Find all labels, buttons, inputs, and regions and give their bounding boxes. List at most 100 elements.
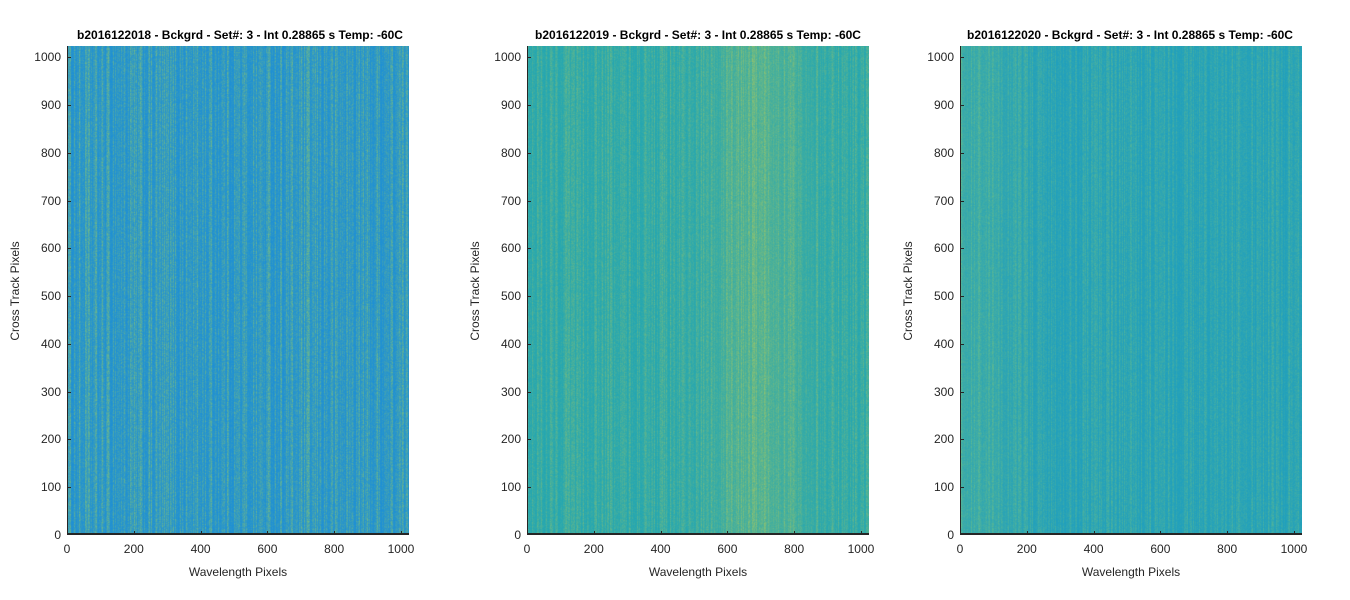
x-tick-mark: [960, 531, 961, 535]
y-tick-label: 100: [40, 480, 61, 495]
y-tick-label: 900: [933, 98, 954, 113]
y-tick-mark: [527, 57, 531, 59]
y-axis-label: Cross Track Pixels: [468, 240, 482, 341]
x-tick-mark: [1160, 531, 1162, 535]
heatmap-plot-area: [960, 46, 1302, 535]
y-tick-label: 0: [514, 528, 521, 542]
y-tick-label: 300: [500, 384, 521, 399]
chart-title: b2016122018 - Bckgrd - Set#: 3 - Int 0.2…: [77, 28, 403, 42]
x-tick-label: 1000: [847, 542, 875, 556]
y-tick-mark: [960, 105, 964, 107]
x-tick-mark: [1093, 531, 1095, 535]
x-tick-label: 1000: [1280, 542, 1308, 556]
y-tick-mark: [527, 248, 531, 250]
y-tick-mark: [960, 487, 964, 489]
y-tick-mark: [527, 534, 531, 535]
y-tick-label: 100: [500, 480, 521, 495]
y-tick-mark: [960, 534, 964, 535]
x-tick-label: 400: [650, 542, 671, 556]
y-tick-label: 900: [500, 98, 521, 113]
y-tick-mark: [527, 152, 531, 154]
x-tick-mark: [400, 531, 402, 535]
y-tick-mark: [960, 296, 964, 298]
y-tick-label: 0: [947, 528, 954, 542]
y-tick-label: 100: [933, 480, 954, 495]
y-tick-mark: [960, 57, 964, 59]
x-axis-line: [960, 533, 1302, 535]
y-tick-mark: [67, 343, 71, 345]
y-tick-mark: [67, 105, 71, 107]
x-tick-mark: [727, 531, 729, 535]
y-tick-label: 400: [933, 336, 954, 351]
y-tick-label: 1000: [927, 50, 954, 65]
y-tick-label: 700: [500, 193, 521, 208]
x-tick-mark: [1227, 531, 1229, 535]
y-tick-mark: [67, 57, 71, 59]
x-tick-label: 0: [523, 542, 531, 556]
x-tick-mark: [1026, 531, 1028, 535]
heatmap-image: [960, 46, 1302, 535]
x-tick-mark: [660, 531, 662, 535]
x-tick-mark: [200, 531, 202, 535]
y-tick-label: 600: [933, 241, 954, 256]
y-tick-label: 500: [933, 289, 954, 304]
y-tick-mark: [527, 487, 531, 489]
heatmap-image: [67, 46, 409, 535]
x-tick-label: 600: [1150, 542, 1171, 556]
x-tick-label: 800: [1217, 542, 1238, 556]
x-tick-label: 600: [257, 542, 278, 556]
y-tick-label: 300: [40, 384, 61, 399]
y-tick-label: 700: [933, 193, 954, 208]
x-tick-label: 400: [1083, 542, 1104, 556]
heatmap-image: [527, 46, 869, 535]
x-tick-mark: [527, 531, 528, 535]
x-tick-mark: [593, 531, 595, 535]
y-tick-label: 700: [40, 193, 61, 208]
y-tick-mark: [960, 152, 964, 154]
y-tick-label: 800: [500, 145, 521, 160]
y-tick-label: 600: [500, 241, 521, 256]
x-tick-mark: [860, 531, 862, 535]
x-tick-mark: [267, 531, 269, 535]
y-tick-mark: [527, 296, 531, 298]
heatmap-plot-area: [67, 46, 409, 535]
y-tick-mark: [960, 439, 964, 441]
y-axis-line: [960, 46, 961, 535]
y-tick-mark: [67, 296, 71, 298]
x-tick-label: 800: [784, 542, 805, 556]
x-tick-label: 1000: [387, 542, 415, 556]
x-tick-mark: [67, 531, 68, 535]
y-tick-label: 800: [933, 145, 954, 160]
y-tick-label: 200: [933, 432, 954, 447]
y-tick-label: 600: [40, 241, 61, 256]
x-axis-line: [67, 533, 409, 535]
y-tick-mark: [960, 391, 964, 393]
y-tick-label: 200: [40, 432, 61, 447]
y-tick-mark: [67, 439, 71, 441]
heatmap-plot-area: [527, 46, 869, 535]
x-tick-label: 800: [324, 542, 345, 556]
x-tick-mark: [1293, 531, 1295, 535]
y-tick-label: 900: [40, 98, 61, 113]
y-tick-label: 500: [500, 289, 521, 304]
y-tick-label: 0: [54, 528, 61, 542]
y-tick-label: 400: [500, 336, 521, 351]
x-tick-label: 0: [956, 542, 964, 556]
x-axis-line: [527, 533, 869, 535]
y-tick-mark: [67, 534, 71, 535]
y-tick-mark: [67, 391, 71, 393]
x-axis-label: Wavelength Pixels: [648, 565, 748, 579]
y-tick-mark: [67, 200, 71, 202]
y-tick-mark: [67, 248, 71, 250]
x-axis-label: Wavelength Pixels: [188, 565, 288, 579]
x-tick-label: 0: [63, 542, 71, 556]
y-tick-mark: [527, 200, 531, 202]
y-tick-label: 1000: [494, 50, 521, 65]
y-tick-label: 300: [933, 384, 954, 399]
y-tick-mark: [960, 200, 964, 202]
y-tick-label: 800: [40, 145, 61, 160]
x-tick-mark: [334, 531, 336, 535]
y-axis-line: [67, 46, 68, 535]
y-tick-mark: [67, 487, 71, 489]
y-tick-mark: [960, 343, 964, 345]
